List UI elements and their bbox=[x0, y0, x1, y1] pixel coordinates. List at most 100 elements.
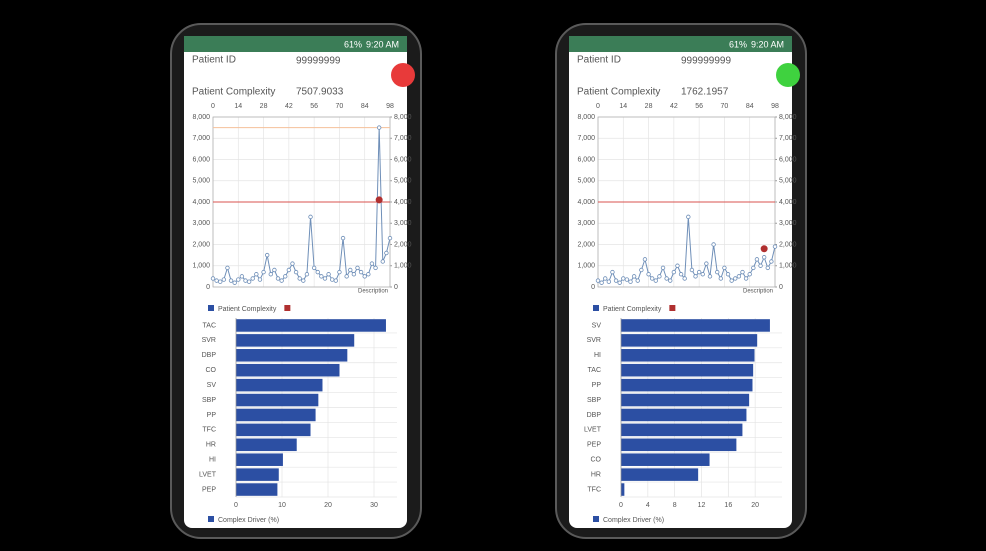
y2-tick-label: 3,000 bbox=[394, 220, 412, 227]
bar bbox=[621, 423, 743, 437]
legend-swatch bbox=[208, 305, 214, 311]
point bbox=[747, 272, 752, 277]
point bbox=[333, 278, 339, 283]
point bbox=[228, 278, 234, 283]
category-label: SBP bbox=[587, 397, 601, 404]
x-tick-label: 0 bbox=[211, 103, 215, 110]
complexity: 7507.9033 bbox=[296, 87, 344, 98]
y-tick-label: 0 bbox=[591, 284, 595, 291]
status-bar bbox=[569, 36, 792, 52]
point bbox=[642, 257, 648, 262]
y-tick-label: 5,000 bbox=[192, 178, 210, 185]
x-tick-label: 20 bbox=[324, 502, 332, 509]
point bbox=[761, 255, 767, 260]
x-tick-label: 42 bbox=[670, 103, 678, 110]
point bbox=[743, 276, 749, 281]
alert-indicator bbox=[391, 63, 415, 87]
point bbox=[290, 261, 295, 266]
point bbox=[693, 274, 698, 279]
point bbox=[275, 276, 281, 281]
point bbox=[751, 265, 756, 271]
point bbox=[243, 278, 248, 283]
legend-label: Patient Complexity bbox=[218, 306, 277, 313]
point bbox=[754, 257, 760, 262]
complexity-label: Patient Complexity bbox=[192, 87, 275, 98]
point bbox=[261, 269, 266, 275]
point bbox=[729, 278, 734, 283]
point bbox=[369, 261, 375, 266]
point bbox=[351, 272, 357, 277]
y-tick-label: 1,000 bbox=[577, 263, 595, 270]
category-label: DBP bbox=[202, 352, 217, 359]
x-tick-label: 0 bbox=[596, 103, 600, 110]
point bbox=[736, 274, 742, 279]
alert-indicator bbox=[776, 63, 800, 87]
bar bbox=[236, 423, 311, 437]
x-tick-label: 30 bbox=[370, 502, 378, 509]
point bbox=[257, 277, 263, 282]
point bbox=[649, 276, 655, 281]
point bbox=[319, 274, 324, 279]
time: 9:20 AM bbox=[366, 39, 399, 49]
point bbox=[376, 125, 382, 130]
x-tick-label: 14 bbox=[234, 103, 242, 110]
point bbox=[772, 244, 778, 249]
x-tick-label: 42 bbox=[285, 103, 293, 110]
y2-tick-label: 8,000 bbox=[779, 114, 797, 121]
y-tick-label: 4,000 bbox=[577, 199, 595, 206]
x-tick-label: 70 bbox=[336, 103, 344, 110]
point bbox=[718, 276, 724, 281]
point bbox=[700, 272, 705, 277]
patient-id: 999999999 bbox=[681, 56, 731, 67]
y-tick-label: 6,000 bbox=[577, 156, 595, 163]
bar bbox=[236, 378, 323, 392]
patient-id-label: Patient ID bbox=[577, 55, 621, 66]
x-tick-label: 56 bbox=[310, 103, 318, 110]
patient-id-label: Patient ID bbox=[192, 55, 236, 66]
point bbox=[283, 274, 288, 279]
point bbox=[646, 272, 651, 277]
bar bbox=[236, 453, 283, 466]
x-tick-label: 84 bbox=[361, 103, 369, 110]
category-label: HR bbox=[206, 442, 216, 449]
point bbox=[362, 274, 367, 279]
category-label: PEP bbox=[587, 442, 601, 449]
category-label: LVET bbox=[199, 471, 217, 478]
bar bbox=[621, 453, 710, 466]
y2-tick-label: 6,000 bbox=[394, 156, 412, 163]
category-label: TAC bbox=[588, 367, 601, 374]
point bbox=[664, 276, 669, 281]
point bbox=[765, 265, 770, 271]
bar bbox=[236, 393, 319, 407]
point bbox=[696, 269, 702, 275]
y2-tick-label: 3,000 bbox=[779, 220, 797, 227]
point bbox=[326, 272, 331, 277]
category-label: PEP bbox=[202, 486, 216, 493]
legend-label: Complex Driver (%) bbox=[603, 517, 664, 524]
bar bbox=[621, 378, 753, 392]
y2-tick-label: 0 bbox=[779, 284, 783, 291]
bar bbox=[621, 483, 625, 496]
x-tick-label: 0 bbox=[619, 502, 623, 509]
point bbox=[239, 274, 245, 279]
legend-swatch bbox=[593, 305, 599, 311]
x-tick-label: 16 bbox=[724, 502, 732, 509]
bar bbox=[236, 408, 316, 422]
patient-id: 99999999 bbox=[296, 56, 341, 67]
y-tick-label: 3,000 bbox=[577, 220, 595, 227]
x-tick-label: 56 bbox=[695, 103, 703, 110]
x-axis-label: Description bbox=[358, 289, 388, 295]
y2-tick-label: 4,000 bbox=[394, 199, 412, 206]
x-tick-label: 28 bbox=[260, 103, 268, 110]
x-tick-label: 70 bbox=[721, 103, 729, 110]
point bbox=[621, 276, 626, 281]
bar bbox=[621, 393, 750, 407]
current-marker bbox=[375, 196, 383, 204]
point bbox=[232, 280, 237, 285]
point bbox=[308, 214, 313, 220]
bar bbox=[621, 349, 755, 362]
point bbox=[387, 235, 393, 241]
point bbox=[366, 272, 371, 277]
bar bbox=[236, 468, 279, 481]
point bbox=[715, 269, 720, 275]
